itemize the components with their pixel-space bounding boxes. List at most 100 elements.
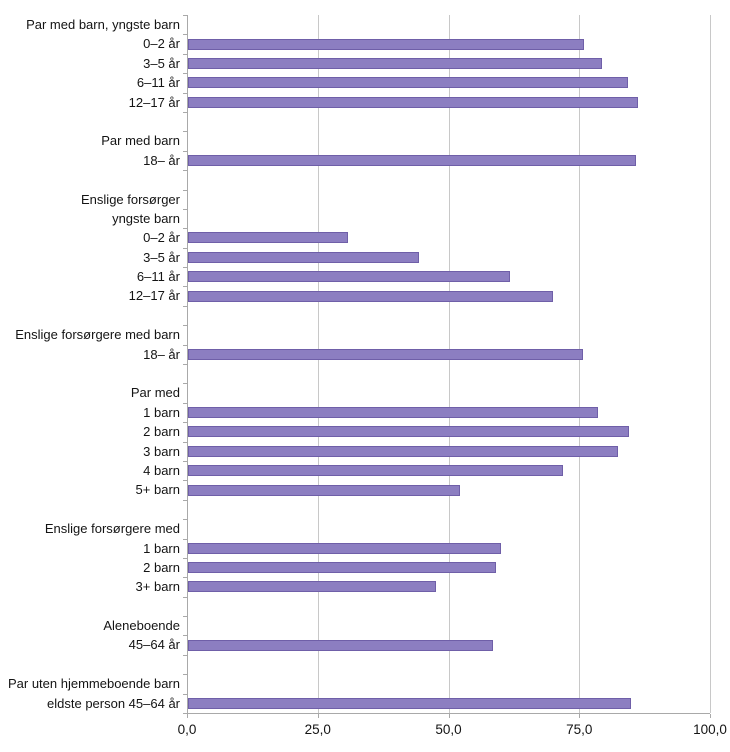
y-axis-tick — [183, 674, 187, 676]
category-label: Enslige forsørger — [81, 191, 180, 207]
category-label: Aleneboende — [103, 618, 180, 634]
bar — [188, 697, 631, 709]
category-label: 6–11 år — [136, 75, 180, 91]
bar — [188, 426, 630, 438]
y-axis-tick — [183, 499, 187, 501]
y-axis-tick — [183, 208, 187, 210]
y-axis-tick — [183, 635, 187, 637]
bar — [188, 77, 629, 89]
category-label: 0–2 år — [143, 230, 180, 246]
y-axis-tick — [183, 654, 187, 656]
y-axis-tick — [183, 596, 187, 598]
y-axis-tick — [183, 460, 187, 462]
bar — [188, 639, 493, 651]
category-label: 18– år — [143, 152, 180, 168]
bar — [188, 581, 437, 593]
y-axis-tick — [183, 557, 187, 559]
category-label: Par med barn, yngste barn — [26, 17, 180, 32]
y-axis-tick — [183, 538, 187, 540]
category-label: 3–5 år — [143, 55, 180, 71]
y-axis-tick — [183, 713, 187, 714]
y-axis-tick — [183, 286, 187, 288]
category-label: 3+ barn — [135, 579, 180, 595]
x-axis-tick-label: 100,0 — [693, 722, 727, 737]
x-axis-tick — [187, 714, 188, 718]
y-axis-tick — [183, 189, 187, 191]
bar — [188, 251, 420, 263]
category-label: Enslige forsørgere med — [44, 521, 180, 537]
bar — [188, 232, 348, 244]
category-label: Par uten hjemmeboende barn — [7, 676, 180, 692]
bar — [188, 465, 563, 477]
category-label: 0–2 år — [143, 36, 180, 52]
x-axis-tick-label: 50,0 — [435, 722, 462, 737]
category-label: Par med — [130, 385, 180, 401]
x-axis-tick-label: 0,0 — [177, 722, 197, 737]
y-axis-line — [187, 15, 188, 713]
y-axis-tick — [183, 383, 187, 385]
category-label: 3–5 år — [143, 249, 180, 265]
y-axis-tick — [183, 247, 187, 249]
x-axis-tick — [579, 714, 581, 718]
bar — [188, 57, 603, 69]
category-label: Enslige forsørgere med barn — [15, 327, 180, 343]
y-axis-tick — [183, 34, 187, 36]
y-axis-tick — [183, 480, 187, 482]
y-axis-tick — [183, 519, 187, 521]
gridline-75 — [579, 15, 581, 713]
gridline-50 — [448, 15, 450, 713]
bar — [188, 290, 553, 302]
y-axis-tick — [183, 616, 187, 618]
y-axis-tick — [183, 131, 187, 133]
bar — [188, 445, 618, 457]
y-axis-tick — [183, 577, 187, 579]
category-label: 3 barn — [143, 443, 180, 459]
y-axis-tick — [183, 170, 187, 172]
y-axis-tick — [183, 15, 187, 16]
category-label: 18– år — [143, 346, 180, 362]
category-label: 1 barn — [143, 540, 180, 556]
x-axis-tick — [317, 714, 319, 718]
category-label: 12–17 år — [128, 288, 180, 304]
x-axis-line — [187, 713, 710, 714]
bar — [188, 154, 637, 166]
category-label: yngste barn — [112, 210, 180, 226]
y-axis-tick — [183, 693, 187, 695]
y-axis-tick — [183, 73, 187, 75]
bar — [188, 406, 598, 418]
bar — [188, 96, 638, 108]
bar — [188, 484, 461, 496]
y-axis-tick — [183, 53, 187, 55]
y-axis-tick — [183, 325, 187, 327]
x-axis-tick — [448, 714, 450, 718]
gridline-25 — [317, 15, 319, 713]
y-axis-tick — [183, 150, 187, 152]
y-axis-tick — [183, 111, 187, 113]
category-label: 6–11 år — [136, 269, 180, 285]
gridline-100 — [710, 15, 711, 713]
category-label: eldste person 45–64 år — [47, 695, 180, 711]
y-axis-tick — [183, 402, 187, 404]
bar — [188, 38, 584, 50]
y-axis-tick — [183, 364, 187, 365]
category-label: 2 barn — [143, 559, 180, 575]
y-axis-tick — [183, 305, 187, 307]
y-axis-tick — [183, 228, 187, 230]
category-label: 5+ barn — [135, 482, 180, 498]
category-label: 1 barn — [143, 404, 180, 420]
category-label: 4 barn — [143, 462, 180, 478]
y-axis-tick — [183, 267, 187, 269]
x-axis-tick-label: 25,0 — [304, 722, 331, 737]
category-label: Par med barn — [101, 133, 180, 149]
bar — [188, 271, 510, 283]
y-axis-tick — [183, 344, 187, 346]
y-axis-tick — [183, 441, 187, 443]
x-axis-tick-label: 75,0 — [566, 722, 593, 737]
y-axis-tick — [183, 92, 187, 94]
bar — [188, 542, 502, 554]
x-axis-tick — [710, 714, 711, 718]
bar — [188, 562, 496, 574]
category-label: 12–17 år — [128, 94, 180, 110]
category-label: 2 barn — [143, 424, 180, 440]
